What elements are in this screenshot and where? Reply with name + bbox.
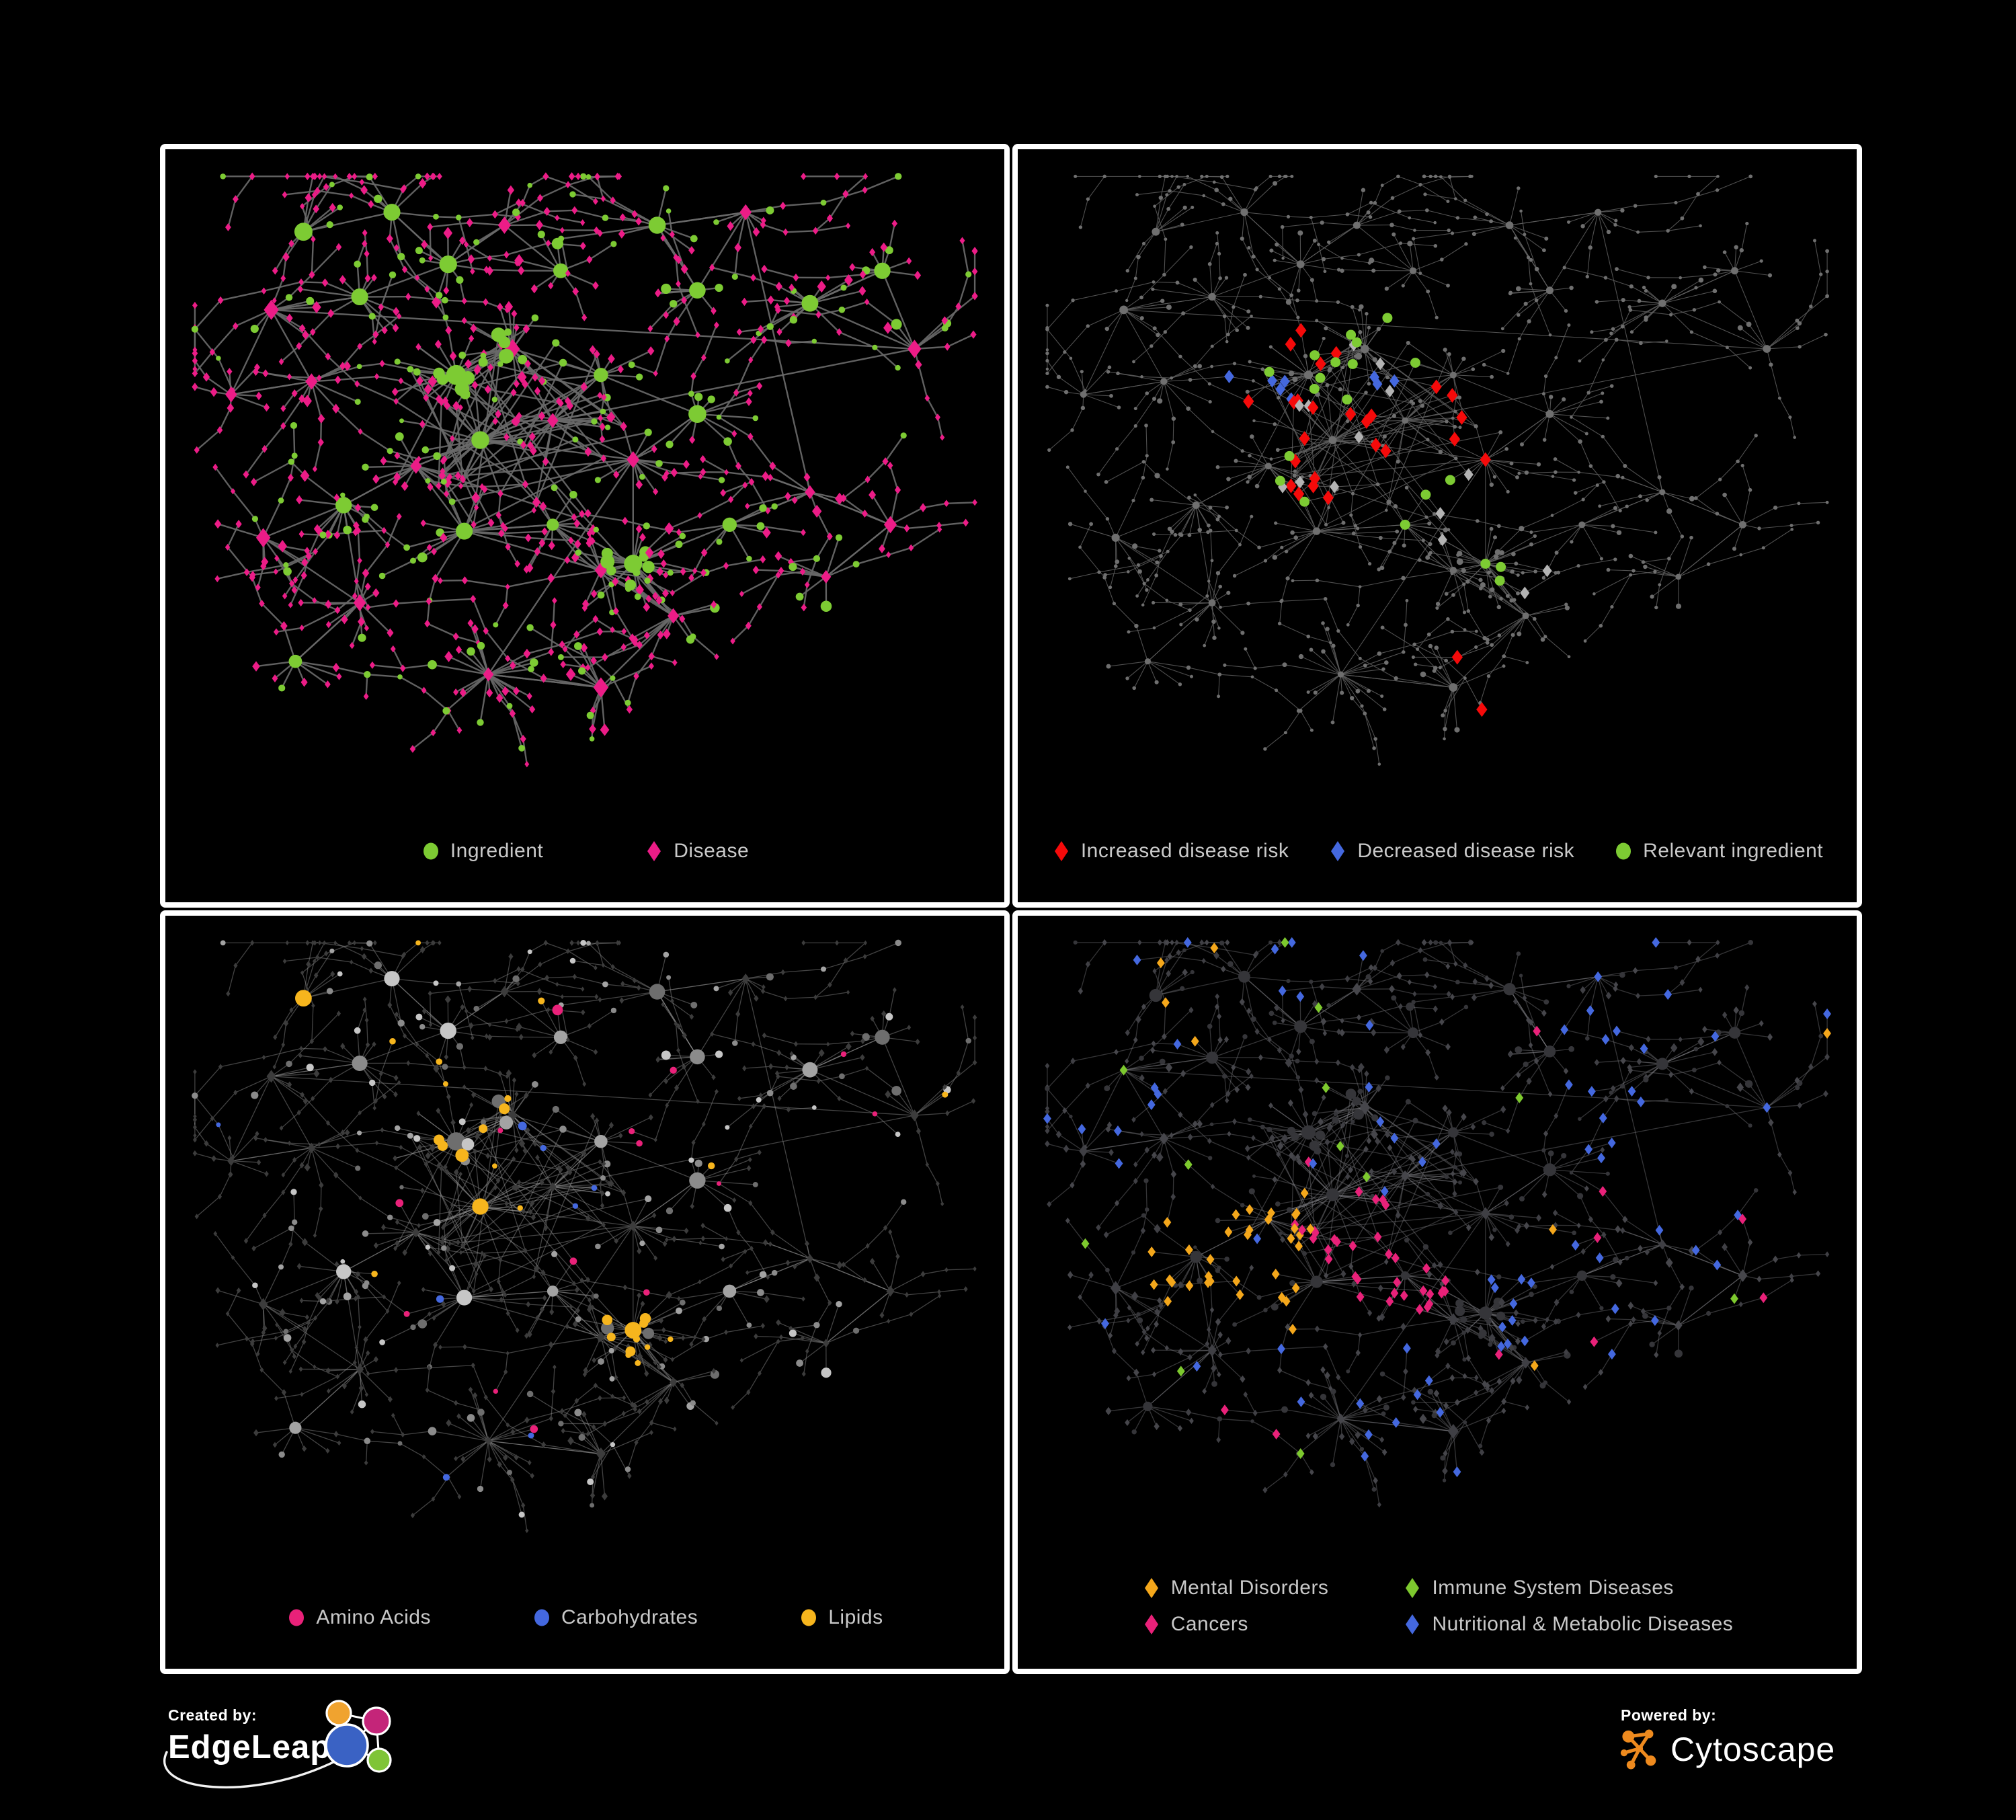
- legend-label: Mental Disorders: [1170, 1577, 1329, 1599]
- legend-item: Amino Acids: [286, 1606, 431, 1630]
- network-graph-disease-classes: [1043, 937, 1831, 1508]
- legend-macronutrients: Amino Acids Carbohydrates Lipids: [165, 1601, 1004, 1669]
- edgeleap-network-logo-icon: [325, 1700, 392, 1773]
- diamond-legend-marker-icon: [1406, 1614, 1420, 1634]
- legend-item: Nutritional & Metabolic Diseases: [1402, 1612, 1733, 1636]
- legend-label: Nutritional & Metabolic Diseases: [1432, 1613, 1734, 1635]
- circle-legend-marker-icon: [534, 1609, 549, 1626]
- legend-label: Relevant ingredient: [1643, 840, 1824, 862]
- edgeleap-branding: Created by: EdgeLeap: [163, 1700, 484, 1807]
- legend-item: Lipids: [799, 1606, 883, 1630]
- legend-label: Ingredient: [450, 840, 544, 862]
- legend-disease-classes: Mental Disorders Immune System Diseases …: [1018, 1573, 1857, 1669]
- legend-item: Decreased disease risk: [1328, 839, 1574, 863]
- legend-item: Ingredient: [421, 839, 543, 863]
- network-graph-macronutrients: [192, 939, 977, 1534]
- cytoscape-branding: Powered by: Cytoscape: [1618, 1706, 1860, 1787]
- legend-label: Decreased disease risk: [1357, 840, 1575, 862]
- legend-disease-risk: Increased disease risk Decreased disease…: [1018, 835, 1857, 902]
- cytoscape-wordmark: Cytoscape: [1670, 1731, 1836, 1768]
- panel-disease-risk: Increased disease risk Decreased disease…: [1012, 144, 1862, 908]
- diamond-legend-marker-icon: [1331, 841, 1345, 861]
- diamond-legend-marker-icon: [1054, 841, 1068, 861]
- legend-label: Immune System Diseases: [1432, 1577, 1674, 1599]
- diamond-legend-marker-icon: [1144, 1614, 1158, 1634]
- panel-macronutrients: Amino Acids Carbohydrates Lipids: [160, 910, 1010, 1674]
- cytoscape-logo-icon: [1620, 1729, 1656, 1770]
- network-graph-disease-risk: [1045, 174, 1829, 766]
- legend-ingredients-diseases: Ingredient Disease: [165, 835, 1004, 902]
- legend-item: Carbohydrates: [532, 1606, 698, 1630]
- powered-by-label: Powered by:: [1621, 1706, 1717, 1724]
- panel-disease-classes: Mental Disorders Immune System Diseases …: [1012, 910, 1862, 1674]
- edgeleap-wordmark: EdgeLeap: [168, 1729, 331, 1766]
- created-by-label: Created by:: [168, 1706, 257, 1724]
- legend-label: Increased disease risk: [1080, 840, 1289, 862]
- edgeleap-swoosh-icon: [163, 1751, 339, 1789]
- network-graph-ingredients-diseases: [191, 172, 978, 768]
- legend-item: Disease: [644, 839, 749, 863]
- circle-legend-marker-icon: [289, 1609, 305, 1626]
- legend-label: Cancers: [1170, 1613, 1248, 1635]
- legend-label: Carbohydrates: [561, 1606, 698, 1628]
- legend-item: Increased disease risk: [1051, 839, 1289, 863]
- legend-label: Amino Acids: [316, 1606, 431, 1628]
- diamond-legend-marker-icon: [1406, 1578, 1420, 1598]
- circle-legend-marker-icon: [1616, 842, 1631, 860]
- legend-item: Mental Disorders: [1141, 1576, 1329, 1600]
- legend-label: Lipids: [828, 1606, 883, 1628]
- legend-item: Immune System Diseases: [1402, 1576, 1733, 1600]
- legend-label: Disease: [674, 840, 750, 862]
- circle-legend-marker-icon: [423, 842, 438, 860]
- legend-item: Cancers: [1141, 1612, 1329, 1636]
- panels-grid: Ingredient Disease Increased disease ris…: [160, 144, 1862, 1674]
- diamond-legend-marker-icon: [1144, 1578, 1158, 1598]
- circle-legend-marker-icon: [801, 1609, 817, 1626]
- legend-item: Relevant ingredient: [1613, 839, 1823, 863]
- panel-ingredients-diseases: Ingredient Disease: [160, 144, 1010, 908]
- diamond-legend-marker-icon: [647, 841, 661, 861]
